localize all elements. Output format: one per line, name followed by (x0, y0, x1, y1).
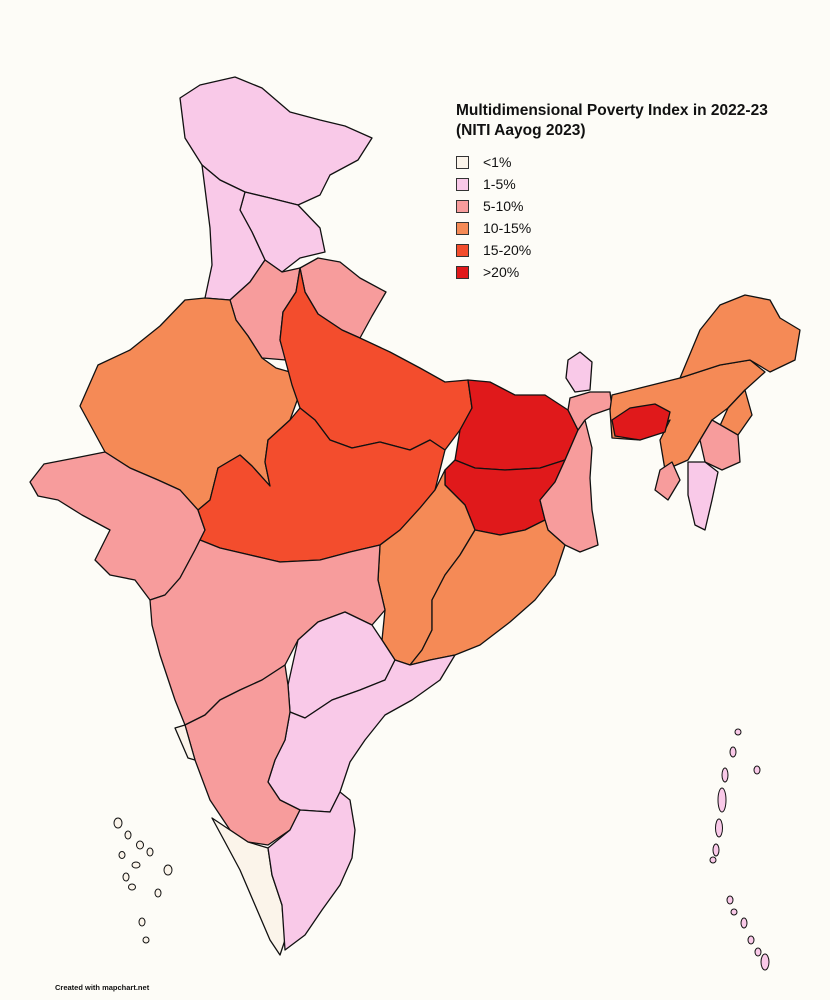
region-tamil-nadu (267, 791, 356, 951)
region-bihar (454, 379, 579, 471)
legend-swatch (456, 177, 469, 191)
region-meghalaya (611, 403, 671, 441)
region-west-bengal-north (567, 391, 613, 431)
legend-swatch (456, 243, 469, 257)
region-mizoram (687, 461, 719, 531)
legend-label: 10-15% (483, 220, 532, 236)
credit-text: Created with mapchart.net (55, 983, 150, 992)
legend-title-line1: Multidimensional Poverty Index in 2022-2… (456, 102, 768, 119)
legend-item: 15-20% (456, 239, 796, 261)
legend-item: >20% (456, 261, 796, 283)
legend-item: 5-10% (456, 195, 796, 217)
region-odisha (409, 519, 566, 666)
region-goa (174, 724, 196, 761)
legend-swatch (456, 155, 469, 169)
legend-title-line2: (NITI Aayog 2023) (456, 122, 586, 139)
legend-label: 1-5% (483, 176, 516, 192)
legend: Multidimensional Poverty Index in 2022-2… (456, 101, 796, 283)
legend-swatch (456, 265, 469, 279)
region-arunachal-pradesh (679, 294, 801, 379)
region-uttar-pradesh (279, 267, 473, 451)
legend-swatch (456, 221, 469, 235)
legend-title: Multidimensional Poverty Index in 2022-2… (456, 101, 796, 141)
islands-lakshadweep (113, 817, 173, 944)
legend-item: <1% (456, 151, 796, 173)
region-sikkim (565, 351, 593, 393)
legend-label: >20% (483, 264, 520, 280)
legend-label: 5-10% (483, 198, 524, 214)
legend-item: 1-5% (456, 173, 796, 195)
islands-andaman-nicobar (709, 728, 770, 971)
region-west-bengal (539, 419, 599, 553)
region-manipur (699, 419, 741, 471)
legend-swatch (456, 199, 469, 213)
legend-label: <1% (483, 154, 512, 170)
region-tripura (654, 461, 681, 501)
legend-item: 10-15% (456, 217, 796, 239)
legend-label: 15-20% (483, 242, 532, 258)
